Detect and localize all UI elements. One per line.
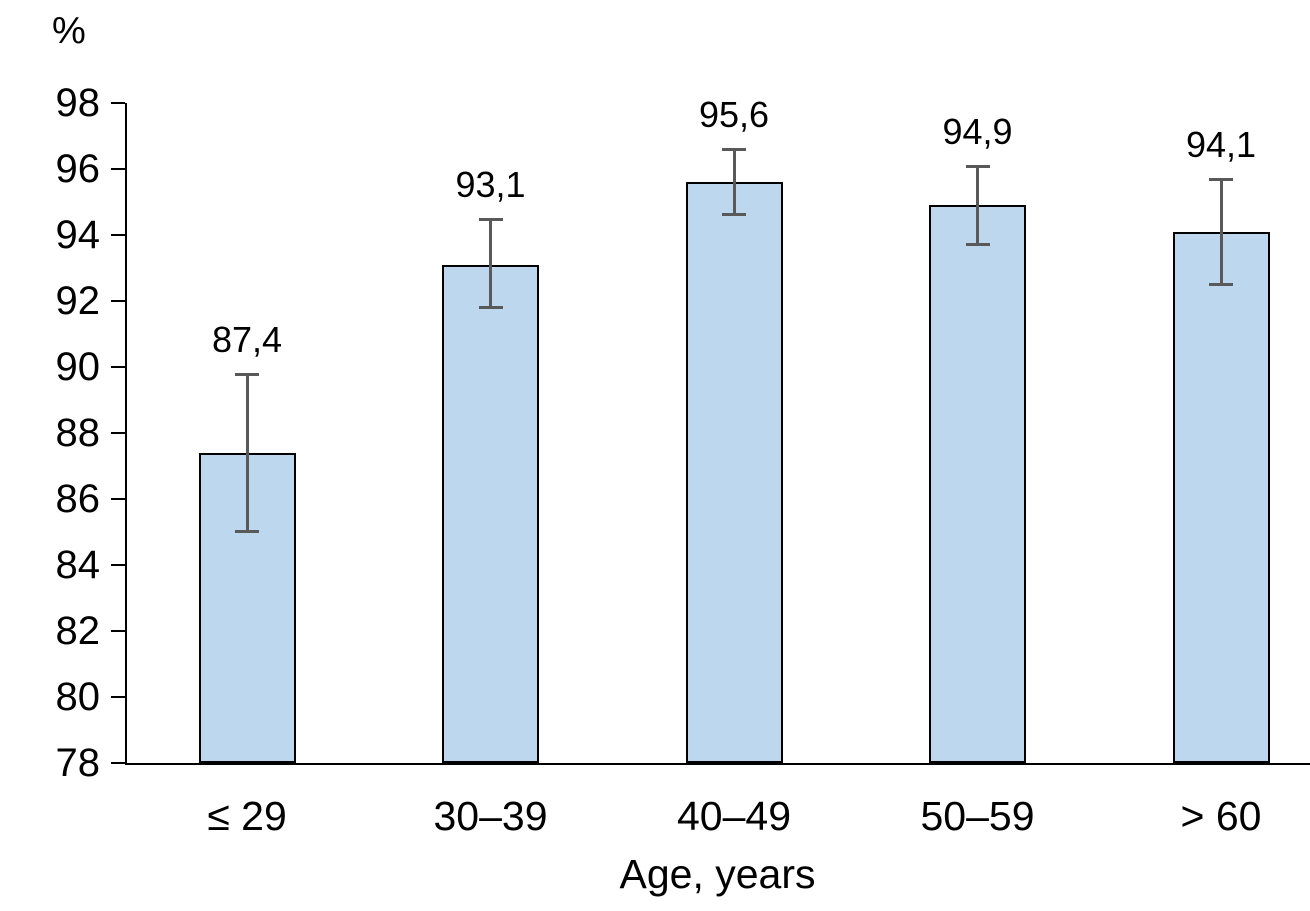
- y-tick: [111, 762, 125, 764]
- y-axis-line: [125, 103, 127, 765]
- plot-area: Age, years 78 80 82 84 86 88 90 92 94 96 98 87,4 ≤ 2…: [56, 81, 1310, 897]
- error-bar: [489, 218, 492, 308]
- bar: [685, 182, 783, 763]
- value-label: 95,6: [698, 94, 770, 136]
- error-bar-cap-bottom: [965, 242, 990, 246]
- error-bar: [245, 373, 249, 532]
- error-bar-cap-top: [1209, 177, 1233, 181]
- error-bar-cap-top: [722, 148, 746, 152]
- x-axis-title: Age, years: [619, 851, 816, 897]
- error-bar: [732, 149, 736, 216]
- y-tick: [111, 168, 125, 170]
- y-tick-label: 86: [55, 477, 101, 521]
- y-tick-label: 96: [55, 147, 101, 191]
- y-tick: [111, 432, 125, 434]
- y-tick-label: 94: [55, 213, 101, 257]
- error-bar-cap-bottom: [722, 213, 746, 217]
- y-tick: [111, 630, 125, 632]
- value-label: 87,4: [211, 318, 283, 360]
- error-bar-cap-top: [478, 217, 503, 221]
- x-tick-label: ≤ 29: [207, 793, 287, 839]
- value-label: 94,9: [942, 110, 1013, 152]
- y-tick-label: 88: [55, 411, 101, 455]
- bar: [442, 264, 539, 763]
- y-tick-label: 98: [55, 81, 101, 125]
- bar: [929, 205, 1026, 763]
- x-tick-label: 30–39: [433, 793, 548, 839]
- error-bar: [1219, 178, 1223, 285]
- y-tick: [111, 300, 125, 302]
- error-bar-cap-bottom: [235, 530, 259, 533]
- y-axis-unit-label: %: [52, 10, 86, 52]
- error-bar-cap-bottom: [478, 305, 503, 309]
- error-bar-cap-top: [235, 372, 259, 376]
- y-tick: [111, 366, 125, 368]
- value-label: 93,1: [455, 163, 526, 205]
- x-axis-line: [125, 763, 1310, 765]
- y-tick-label: 92: [55, 279, 101, 323]
- x-tick-label: 40–49: [676, 793, 791, 839]
- y-tick: [111, 102, 125, 104]
- x-tick-label: > 60: [1180, 793, 1262, 839]
- error-bar: [976, 165, 979, 245]
- y-tick: [111, 234, 125, 236]
- x-tick-label: 50–59: [920, 793, 1035, 839]
- value-label: 94,1: [1185, 123, 1257, 165]
- y-tick-label: 82: [55, 609, 101, 653]
- y-tick-label: 80: [55, 675, 101, 719]
- bar: [1172, 231, 1270, 763]
- error-bar-cap-bottom: [1209, 282, 1233, 286]
- y-tick: [111, 564, 125, 566]
- y-tick-label: 84: [55, 543, 101, 587]
- y-tick: [111, 696, 125, 698]
- error-bar-cap-top: [965, 164, 990, 168]
- y-tick-label: 90: [55, 345, 101, 389]
- y-tick: [111, 498, 125, 500]
- y-tick-label: 78: [55, 741, 101, 785]
